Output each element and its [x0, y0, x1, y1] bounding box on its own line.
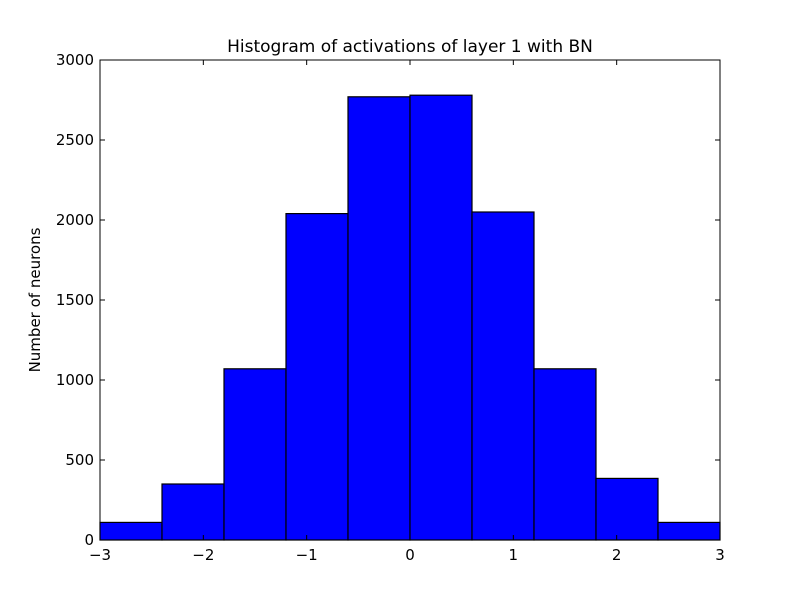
histogram-bar [285, 213, 349, 541]
chart-title: Histogram of activations of layer 1 with… [227, 37, 593, 57]
histogram-bar [409, 94, 473, 541]
histogram-bar [99, 521, 163, 541]
histogram-bar [471, 211, 535, 541]
y-tick-label: 2000 [56, 211, 94, 229]
y-tick-label: 3000 [56, 51, 94, 69]
y-tick-label: 1000 [56, 371, 94, 389]
histogram-bar [595, 477, 659, 541]
histogram-bar [657, 521, 721, 541]
histogram-bar [347, 96, 411, 541]
bars-group [99, 94, 721, 541]
x-tick-label: 2 [612, 546, 622, 564]
histogram-bar [533, 368, 597, 541]
y-tick-label: 500 [65, 451, 94, 469]
x-tick-label: 0 [405, 546, 415, 564]
plot-frame [99, 59, 721, 541]
x-tick-label: 3 [715, 546, 725, 564]
y-tick-label: 2500 [56, 131, 94, 149]
histogram-bar [161, 483, 225, 541]
y-axis-label: Number of neurons [26, 227, 44, 372]
x-tick-label: −2 [192, 546, 214, 564]
x-tick-label: −1 [296, 546, 318, 564]
y-tick-label: 0 [84, 531, 94, 549]
histogram-bar [223, 368, 287, 541]
x-tick-label: 1 [509, 546, 519, 564]
x-tick-label: −3 [89, 546, 111, 564]
tick-labels-group: −3 −2 −1 0 1 2 3 0 500 1000 1500 2000 2500 3000 [56, 51, 725, 564]
y-tick-label: 1500 [56, 291, 94, 309]
